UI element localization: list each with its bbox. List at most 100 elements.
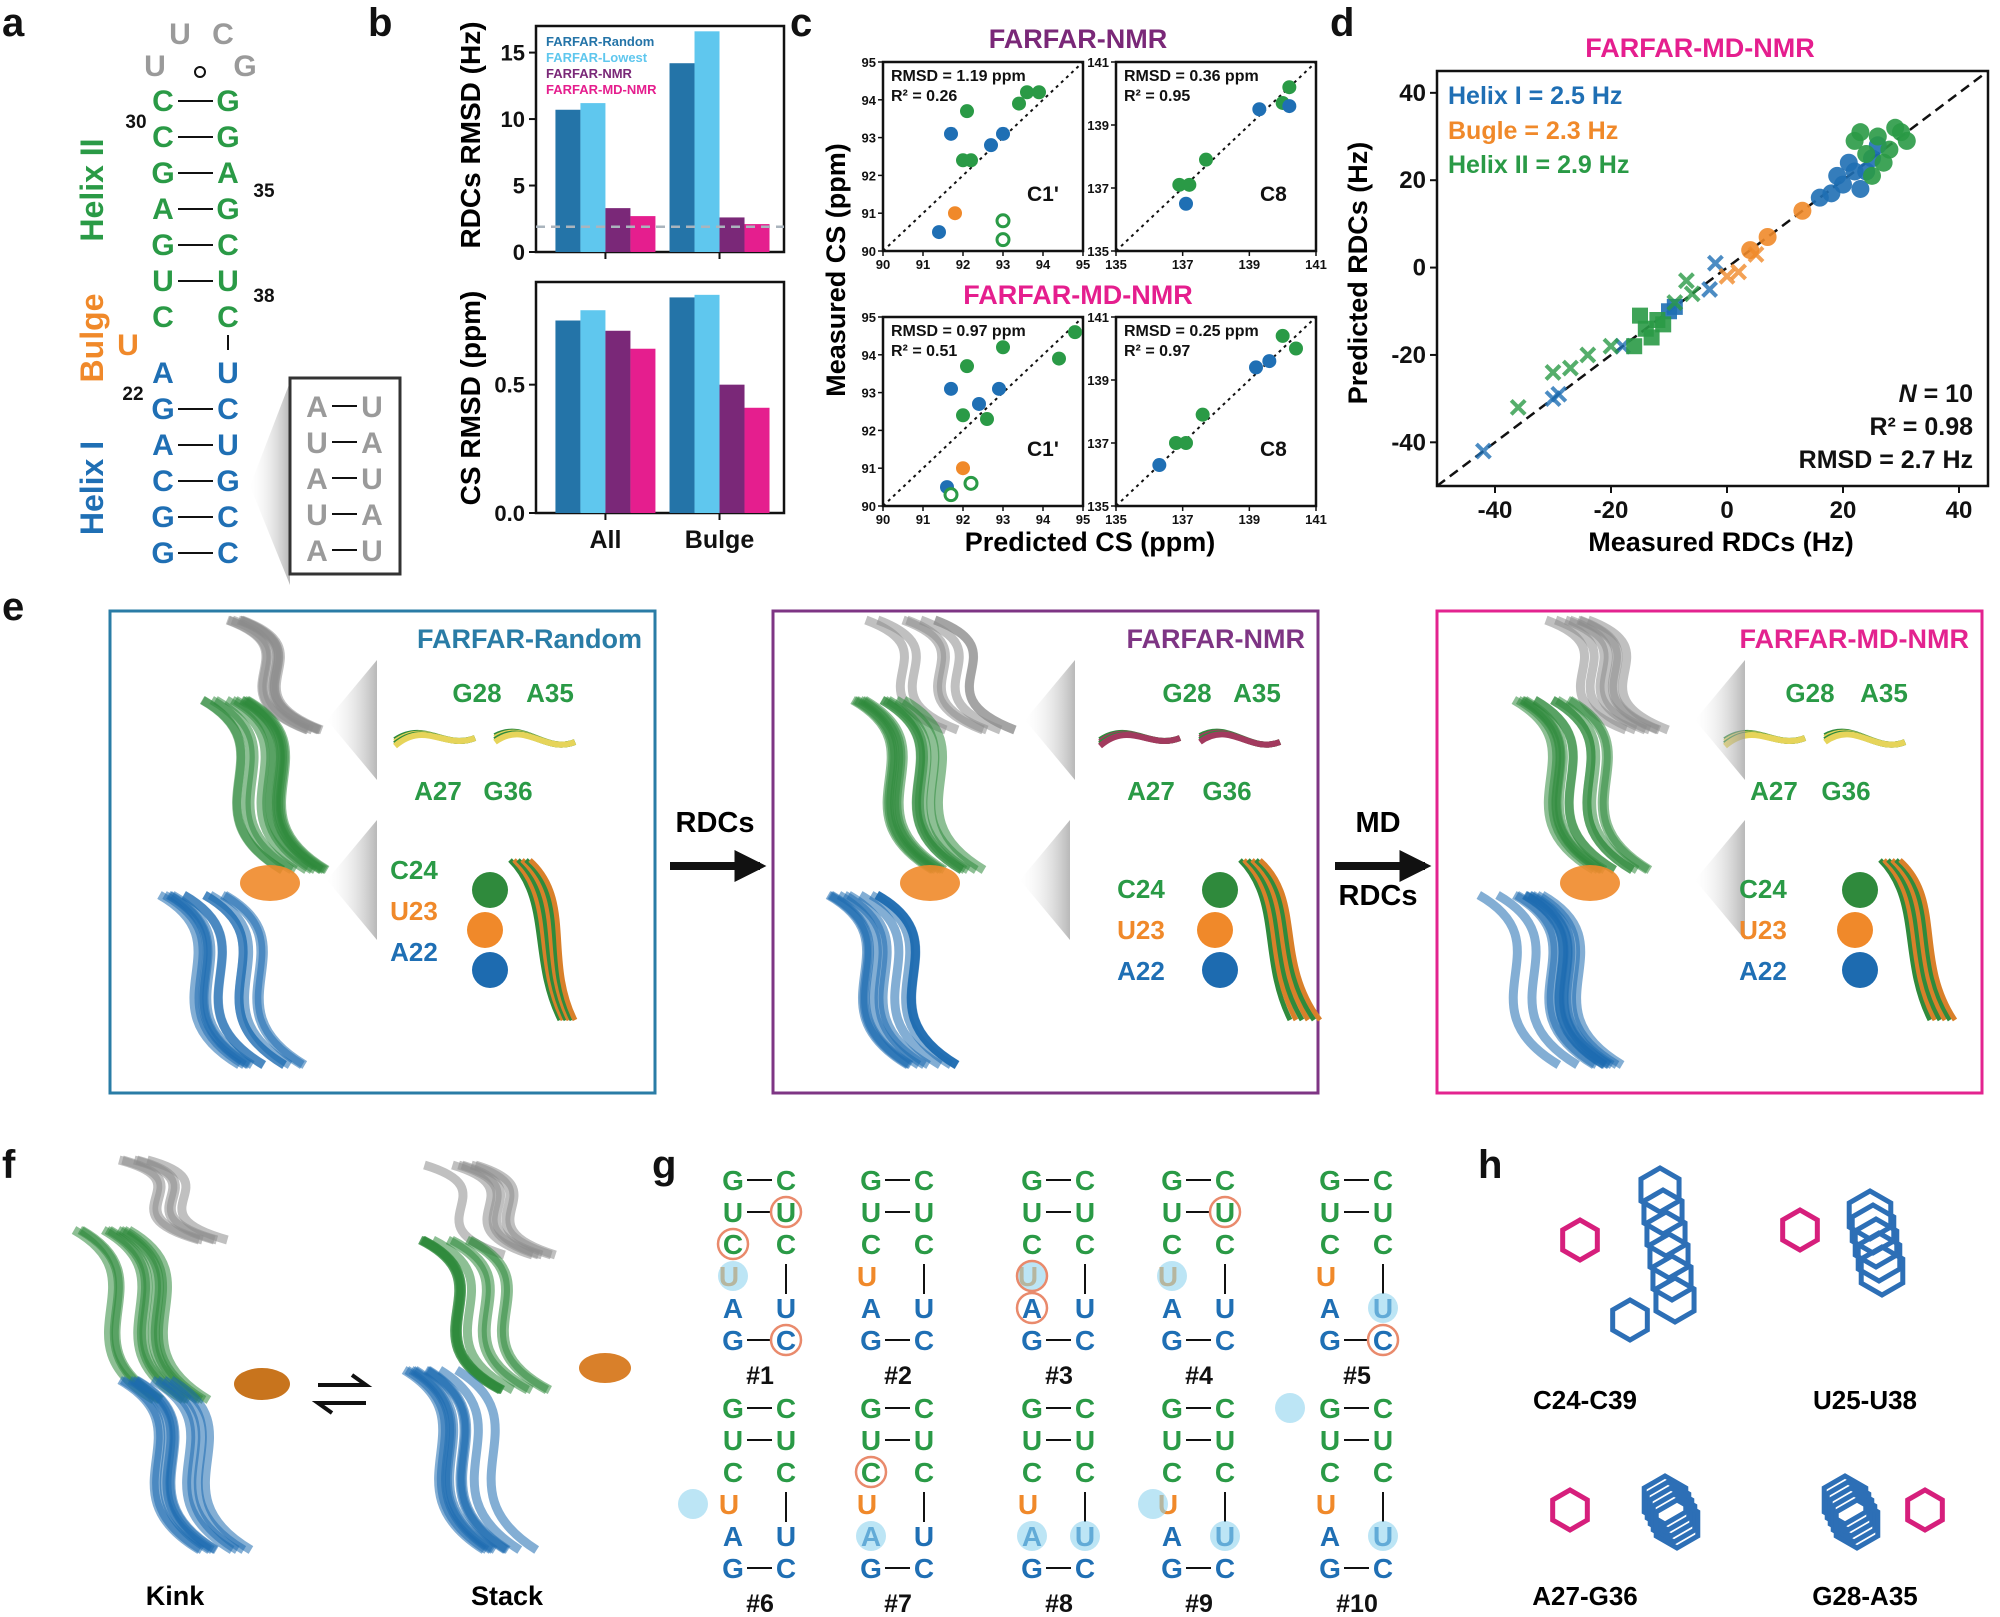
base: U xyxy=(1215,1425,1235,1456)
nucleus-label: C8 xyxy=(1260,183,1287,206)
helix1-right-base: G xyxy=(216,465,239,498)
pair-label-g36: G36 xyxy=(1821,776,1870,806)
base: U xyxy=(776,1425,796,1456)
base: C xyxy=(914,1393,934,1424)
base: C xyxy=(1075,1229,1095,1260)
base: U xyxy=(857,1489,877,1520)
x-tick-label: 95 xyxy=(1076,512,1090,527)
legend-farfar-lowest: FARFAR-Lowest xyxy=(546,50,648,65)
plot-frame xyxy=(534,24,786,254)
rdc-point-cross xyxy=(1561,359,1579,377)
stack-label-c24: C24 xyxy=(390,855,438,885)
base: C xyxy=(776,1229,796,1260)
bar-farfar-lowest xyxy=(694,294,720,513)
data-point xyxy=(1052,351,1066,366)
helix1-strand xyxy=(202,891,287,1069)
ensemble-title-md-nmr: FARFAR-MD-NMR xyxy=(1740,624,1969,654)
stack-label-a22: A22 xyxy=(390,937,438,967)
plot-frame xyxy=(1435,69,1990,488)
x-tick-label: 20 xyxy=(1830,497,1857,524)
base: U xyxy=(719,1489,739,1520)
helix1-strand xyxy=(437,1366,523,1554)
helix2-strand xyxy=(1532,696,1618,874)
residue-number-22: 22 xyxy=(122,384,143,405)
legend-helix2: Helix II = 2.9 Hz xyxy=(1448,151,1629,179)
rdc-point-cross xyxy=(1747,246,1765,263)
rdc-point-square xyxy=(1643,329,1660,346)
x-tick-label: 135 xyxy=(1105,257,1127,272)
rdc-point-circle xyxy=(1793,201,1812,220)
rdc-point-cross xyxy=(1666,294,1684,311)
x-tick-label: 94 xyxy=(1036,257,1051,272)
base: U xyxy=(1373,1425,1393,1456)
residue-number-30: 30 xyxy=(125,112,146,133)
helix1-strand xyxy=(454,1366,540,1554)
helix1-strand xyxy=(842,891,927,1069)
base: U xyxy=(914,1197,934,1228)
h-label-a27-g36: A27-G36 xyxy=(1532,1581,1638,1611)
loop-strand xyxy=(451,1160,534,1260)
base: C xyxy=(861,1229,881,1260)
bulge-density xyxy=(900,865,960,901)
highlight-blue xyxy=(856,1521,886,1551)
base: G xyxy=(1319,1325,1341,1356)
loop-base: U xyxy=(169,18,191,51)
helix1-strand xyxy=(874,891,960,1069)
base: U xyxy=(914,1521,934,1552)
helix1-strand xyxy=(1522,891,1608,1069)
base: A xyxy=(861,1293,881,1324)
rdc-point-circle xyxy=(1758,228,1777,246)
bar-farfar-nmr xyxy=(719,217,745,252)
helix1-strand xyxy=(149,1376,235,1554)
y-tick-label: -20 xyxy=(1391,342,1426,369)
structure-label: #3 xyxy=(1045,1362,1073,1390)
stack-inset xyxy=(1837,858,1958,1022)
svg-text:N = 10: N = 10 xyxy=(1899,380,1973,408)
bar-farfar-random xyxy=(669,297,695,513)
base: U xyxy=(1018,1489,1038,1520)
stack-strand xyxy=(1886,858,1943,1022)
base: G xyxy=(1161,1325,1183,1356)
structure-2: G CU UC CUA UG C#2 xyxy=(857,1165,934,1390)
stat-r2: R² = 0.26 xyxy=(891,88,957,105)
structure-label: #7 xyxy=(884,1590,912,1617)
y-tick-label: 92 xyxy=(862,168,876,183)
cs-rmsd-ylabel: CS RMSD (ppm) xyxy=(455,291,486,506)
rdc-point-cross xyxy=(1474,442,1492,460)
inset-base: A xyxy=(361,499,383,532)
base: U xyxy=(1316,1261,1336,1292)
helix2-left-base: C xyxy=(152,85,174,118)
base: C xyxy=(1075,1393,1095,1424)
helix2-strand xyxy=(213,696,298,874)
structure-label: #9 xyxy=(1185,1590,1213,1617)
pair-label-g36: G36 xyxy=(483,776,532,806)
panel-a-structure: U U C G C C G A G U C G G A G C U C U xyxy=(74,18,402,585)
stack-strand xyxy=(512,858,566,1022)
x-tick-label: 93 xyxy=(996,257,1010,272)
x-tick-label: 137 xyxy=(1172,257,1194,272)
helix1-strand xyxy=(1476,891,1562,1069)
base: A xyxy=(1162,1293,1182,1324)
stat-r2: R² = 0.51 xyxy=(891,343,957,360)
data-point-open xyxy=(995,232,1011,248)
ensemble-title-random: FARFAR-Random xyxy=(417,624,642,654)
x-tick-label: 92 xyxy=(956,257,970,272)
base-pair-strand xyxy=(1198,731,1282,748)
y-tick-label: 95 xyxy=(862,55,876,70)
base: C xyxy=(914,1553,934,1584)
data-point xyxy=(1282,80,1297,95)
base: A xyxy=(1320,1521,1340,1552)
blue-base-stack xyxy=(1855,1230,1903,1284)
stack-label-c24: C24 xyxy=(1739,874,1787,904)
blue-base-stack xyxy=(1644,1479,1692,1533)
helix2-left-base: C xyxy=(152,121,174,154)
stat-rmsd: RMSD = 0.25 ppm xyxy=(1124,323,1259,340)
stacked-base xyxy=(1197,912,1233,948)
rdc-point-circle xyxy=(1839,153,1858,172)
loop-strand xyxy=(460,1160,544,1260)
base: C xyxy=(776,1393,796,1424)
panel-c: FARFAR-NMR FARFAR-MD-NMR Measured CS (pp… xyxy=(821,24,1327,557)
